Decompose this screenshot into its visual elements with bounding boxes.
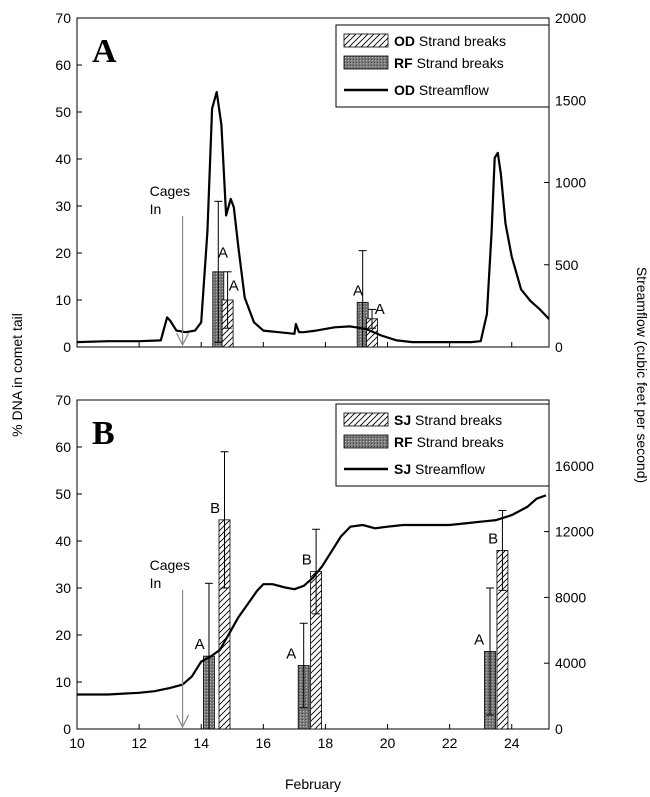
legend-sj-strand: SJ Strand breaks: [394, 412, 502, 428]
y-axis-label-left: % DNA in comet tail: [9, 313, 25, 437]
legend-swatch-hatch: [343, 33, 389, 48]
legend: OD Strand breaks RF Strand breaks OD Str…: [335, 24, 550, 108]
y-tick-label-left: 20: [55, 627, 71, 643]
x-tick-label: 12: [131, 735, 147, 751]
significance-letters: A B A B A B: [195, 500, 498, 663]
y-tick-label-left: 40: [55, 151, 71, 167]
y-tick-label-right: 2000: [555, 10, 586, 26]
y-tick-label-right: 500: [555, 257, 579, 273]
annotation-text: Cages: [150, 557, 190, 573]
y-tick-label-right: 0: [555, 721, 563, 737]
annotation-text: In: [150, 201, 162, 217]
y-tick-label-left: 20: [55, 245, 71, 261]
y-tick-label-left: 10: [55, 292, 71, 308]
legend-swatch-grey: [343, 55, 389, 70]
streamflow-series: [76, 90, 550, 344]
x-tick-label: 20: [380, 735, 396, 751]
panel-letter: B: [92, 415, 115, 452]
y-tick-label-right: 16000: [555, 458, 594, 474]
y-tick-label-left: 30: [55, 580, 71, 596]
streamflow-line: [76, 90, 550, 344]
legend-od-strand: OD Strand breaks: [394, 33, 506, 49]
cages-in-annotation: Cages In: [150, 557, 190, 729]
y-tick-label-left: 50: [55, 486, 71, 502]
y-tick-label-left: 60: [55, 439, 71, 455]
legend-rf-strand: RF Strand breaks: [394, 55, 504, 71]
legend-od-streamflow: OD Streamflow: [394, 82, 490, 98]
legend-swatch-hatch: [343, 412, 389, 427]
annotation-arrowhead: [176, 714, 190, 729]
streamflow-series: [77, 494, 547, 696]
annotation-text: In: [150, 575, 162, 591]
significance-letter: B: [302, 552, 312, 569]
bars: [212, 200, 378, 348]
y-tick-label-left: 30: [55, 198, 71, 214]
significance-letter: A: [229, 278, 239, 295]
x-tick-label: 18: [318, 735, 334, 751]
y-tick-label-right: 12000: [555, 524, 594, 540]
y-tick-label-left: 60: [55, 57, 71, 73]
y-tick-label-right: 8000: [555, 589, 586, 605]
significance-letter: B: [210, 500, 220, 517]
significance-letter: A: [195, 636, 205, 653]
x-tick-label: 16: [256, 735, 272, 751]
y-tick-label-right: 4000: [555, 655, 586, 671]
annotation-arrowhead: [176, 332, 190, 347]
annotation-text: Cages: [150, 183, 190, 199]
x-axis-label: February: [285, 776, 341, 792]
cages-in-annotation: Cages In: [150, 183, 190, 347]
streamflow-line: [77, 494, 547, 696]
significance-letter: A: [218, 245, 228, 262]
y-tick-label-right: 1500: [555, 92, 586, 108]
y-tick-label-left: 70: [55, 392, 71, 408]
y-tick-label-left: 0: [63, 721, 71, 737]
legend-rf-strand: RF Strand breaks: [394, 434, 504, 450]
significance-letter: A: [375, 301, 385, 318]
significance-letter: A: [286, 646, 296, 663]
axes-ticks: 0 10 20 30 40 50 60 70 0 500 1000 1500 2000: [55, 10, 586, 355]
bars: [203, 451, 509, 730]
y-tick-label-left: 70: [55, 10, 71, 26]
y-tick-label-right: 0: [555, 339, 563, 355]
x-tick-label: 24: [504, 735, 520, 751]
significance-letters: AA AA: [218, 245, 385, 318]
y-tick-label-left: 40: [55, 533, 71, 549]
significance-letter: B: [488, 530, 498, 547]
y-tick-label-right: 1000: [555, 175, 586, 191]
y-tick-label-left: 10: [55, 674, 71, 690]
legend-sj-streamflow: SJ Streamflow: [394, 461, 486, 477]
x-tick-label: 10: [69, 735, 85, 751]
y-axis-label-right: Streamflow (cubic feet per second): [634, 267, 650, 483]
x-tick-label: 14: [193, 735, 209, 751]
y-tick-label-left: 0: [63, 339, 71, 355]
legend-swatch-grey: [343, 434, 389, 449]
significance-letter: A: [353, 282, 363, 299]
panel-letter: A: [92, 33, 117, 70]
legend: SJ Strand breaks RF Strand breaks SJ Str…: [335, 403, 550, 487]
x-tick-label: 22: [442, 735, 458, 751]
y-tick-label-left: 50: [55, 104, 71, 120]
significance-letter: A: [474, 631, 484, 648]
